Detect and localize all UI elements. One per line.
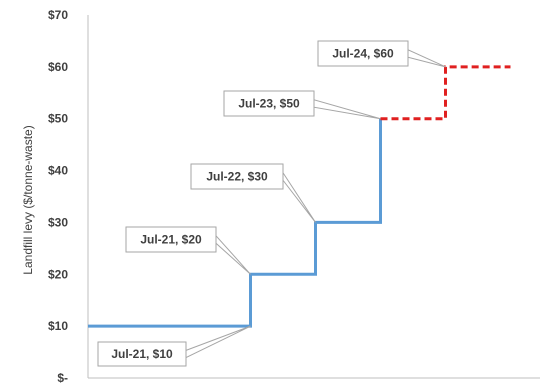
y-tick-label: $40 xyxy=(48,164,68,178)
callout-leader xyxy=(407,48,446,68)
callout-box xyxy=(97,341,187,367)
callout: Jul-23, $50 xyxy=(223,90,381,120)
y-axis-label: Landfill levy ($/tonne-waste) xyxy=(21,125,35,274)
callout: Jul-21, $10 xyxy=(97,325,251,367)
y-tick-labels: $- $10 $20 $30 $40 $50 $60 $70 xyxy=(48,8,68,385)
callout-box xyxy=(317,40,409,67)
callout-label: Jul-23, $50 xyxy=(238,97,300,111)
callout-label: Jul-21, $10 xyxy=(111,347,173,361)
callout-label: Jul-22, $30 xyxy=(206,170,268,184)
callout: Jul-22, $30 xyxy=(190,163,316,223)
callout-box xyxy=(223,90,315,117)
callout-box xyxy=(190,163,284,190)
callout-leader xyxy=(185,325,251,359)
y-tick-label: $10 xyxy=(48,319,68,333)
callout-label: Jul-24, $60 xyxy=(332,47,394,61)
axes xyxy=(87,15,540,379)
y-tick-label: $- xyxy=(57,371,68,385)
callout: Jul-24, $60 xyxy=(317,40,446,68)
y-tick-label: $50 xyxy=(48,112,68,126)
callout: Jul-21, $20 xyxy=(125,226,251,275)
y-tick-label: $20 xyxy=(48,267,68,281)
callout-box xyxy=(125,226,217,253)
y-tick-label: $30 xyxy=(48,215,68,229)
callout-leader xyxy=(313,99,381,120)
levy-step-line xyxy=(88,118,382,328)
callouts: Jul-21, $10 Jul-21, $20 Jul-22, $30 Jul-23,… xyxy=(97,40,446,367)
callout-leader xyxy=(215,234,251,275)
callout-leader xyxy=(282,171,316,223)
y-tick-label: $70 xyxy=(48,8,68,22)
callout-label: Jul-21, $20 xyxy=(140,233,202,247)
y-tick-label: $60 xyxy=(48,60,68,74)
projected-levy-line xyxy=(380,65,511,121)
